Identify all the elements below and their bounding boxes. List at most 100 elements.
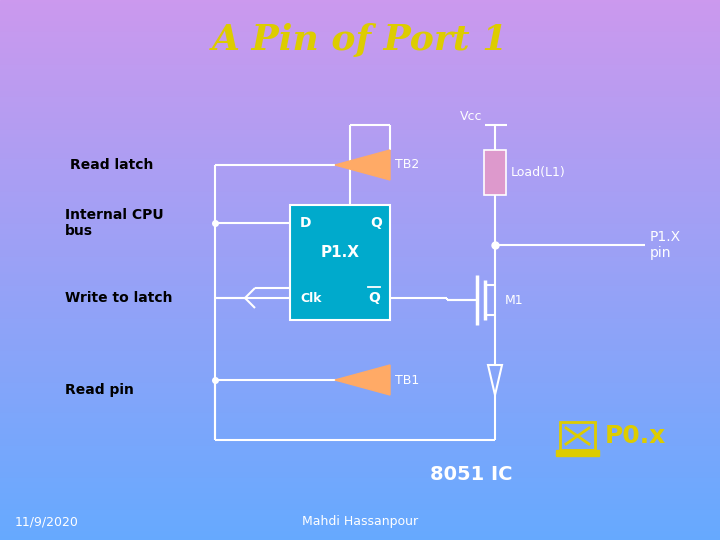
Bar — [0, 526, 720, 529]
Bar — [0, 89, 720, 92]
Bar — [0, 454, 720, 456]
Bar — [0, 437, 720, 440]
Text: Load(L1): Load(L1) — [511, 166, 566, 179]
Bar — [0, 22, 720, 24]
Bar — [0, 400, 720, 402]
Bar — [0, 284, 720, 286]
Bar — [0, 38, 720, 40]
Bar — [0, 240, 720, 243]
Bar — [0, 510, 720, 513]
Bar — [0, 230, 720, 232]
Bar — [0, 181, 720, 184]
Bar — [0, 497, 720, 500]
Bar — [484, 150, 506, 195]
Bar — [0, 200, 720, 202]
Bar — [0, 405, 720, 408]
Bar — [0, 157, 720, 159]
Bar — [0, 346, 720, 348]
Bar — [0, 111, 720, 113]
Bar — [0, 402, 720, 405]
Bar — [0, 354, 720, 356]
Bar — [0, 300, 720, 302]
Bar — [0, 116, 720, 119]
Bar — [0, 24, 720, 27]
Text: TB2: TB2 — [395, 159, 419, 172]
Bar — [0, 238, 720, 240]
Polygon shape — [335, 150, 390, 180]
Bar — [0, 19, 720, 22]
Bar — [560, 422, 595, 450]
Bar — [0, 302, 720, 305]
Bar — [0, 173, 720, 176]
Bar — [0, 416, 720, 418]
Bar — [0, 335, 720, 338]
Text: Read pin: Read pin — [65, 383, 134, 397]
Bar — [0, 427, 720, 429]
Bar — [0, 451, 720, 454]
Bar — [0, 224, 720, 227]
Bar — [0, 105, 720, 108]
Bar — [0, 508, 720, 510]
Bar — [0, 413, 720, 416]
Bar — [0, 68, 720, 70]
Text: Vcc: Vcc — [460, 111, 482, 124]
Bar — [0, 432, 720, 435]
Bar — [0, 262, 720, 265]
Bar — [0, 49, 720, 51]
Bar — [0, 100, 720, 103]
Bar — [0, 505, 720, 508]
Bar — [0, 243, 720, 246]
Bar — [0, 286, 720, 289]
Bar — [0, 62, 720, 65]
Bar — [0, 481, 720, 483]
Bar — [0, 259, 720, 262]
Bar — [0, 221, 720, 224]
Bar — [0, 108, 720, 111]
Bar — [0, 281, 720, 284]
Bar — [0, 248, 720, 251]
Bar — [0, 313, 720, 316]
Bar — [0, 0, 720, 3]
Bar — [0, 502, 720, 505]
Bar — [0, 378, 720, 381]
Text: Q: Q — [368, 291, 380, 305]
Bar — [0, 338, 720, 340]
Bar — [0, 424, 720, 427]
Bar — [0, 494, 720, 497]
Bar — [0, 518, 720, 521]
Bar — [0, 11, 720, 14]
Bar — [0, 516, 720, 518]
Bar — [0, 197, 720, 200]
Bar — [0, 472, 720, 475]
Bar — [0, 421, 720, 424]
Bar — [0, 529, 720, 532]
Bar — [0, 367, 720, 370]
Bar — [0, 375, 720, 378]
Bar — [0, 51, 720, 54]
Text: Internal CPU: Internal CPU — [65, 208, 163, 222]
Bar — [0, 310, 720, 313]
Bar — [0, 397, 720, 400]
Bar — [0, 297, 720, 300]
Bar — [0, 370, 720, 373]
Bar — [0, 216, 720, 219]
Bar — [0, 289, 720, 292]
Bar — [0, 194, 720, 197]
Bar — [0, 130, 720, 132]
Bar — [0, 170, 720, 173]
Bar — [0, 97, 720, 100]
Bar — [0, 54, 720, 57]
Bar — [0, 524, 720, 526]
Bar — [0, 162, 720, 165]
Bar — [0, 308, 720, 310]
Bar — [0, 491, 720, 494]
Bar — [0, 192, 720, 194]
Bar — [0, 456, 720, 459]
Bar — [0, 521, 720, 524]
Bar — [0, 467, 720, 470]
Bar — [0, 324, 720, 327]
Bar — [0, 138, 720, 140]
Bar — [0, 459, 720, 462]
Bar — [0, 8, 720, 11]
Bar — [0, 256, 720, 259]
